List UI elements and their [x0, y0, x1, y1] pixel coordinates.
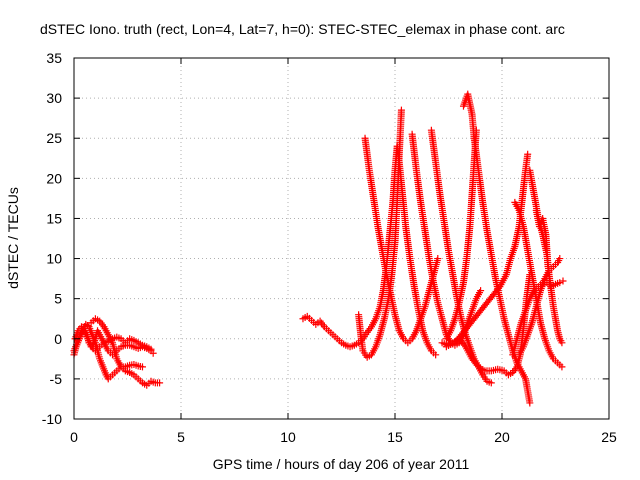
y-tick-label-8: 30 [46, 90, 62, 106]
data-point [526, 399, 534, 407]
y-tick-label-9: 35 [46, 50, 62, 66]
y-tick-label-3: 5 [54, 291, 62, 307]
series-10 [442, 126, 480, 343]
y-axis-label: dSTEC / TECUs [5, 187, 21, 289]
x-axis-label: GPS time / hours of day 206 of year 2011 [213, 456, 470, 472]
data-point [147, 345, 155, 353]
series-5 [355, 106, 405, 361]
y-tick-label-1: -5 [50, 371, 63, 387]
axis-ticks [73, 57, 610, 420]
x-tick-label-4: 20 [494, 429, 510, 445]
data-points [70, 90, 567, 407]
x-tick-labels: 0 5 10 15 20 25 [70, 429, 617, 445]
data-point [487, 379, 495, 387]
data-point [472, 126, 480, 134]
x-tick-label-1: 5 [177, 429, 185, 445]
y-tick-labels: -10 -5 0 5 10 15 20 25 30 35 [42, 50, 62, 427]
data-point [524, 150, 532, 158]
data-point [156, 379, 164, 387]
data-point [460, 341, 468, 349]
data-point [473, 361, 481, 369]
data-point [149, 349, 157, 357]
series-2 [71, 323, 155, 355]
y-tick-label-7: 25 [46, 130, 62, 146]
plot-frame [73, 57, 610, 420]
series-15 [509, 277, 567, 359]
data-point [558, 363, 566, 371]
data-point [477, 287, 485, 295]
data-point [434, 255, 442, 263]
chart-title: dSTEC Iono. truth (rect, Lon=4, Lat=7, h… [40, 21, 565, 37]
data-point [559, 277, 567, 285]
y-tick-label-2: 0 [54, 331, 62, 347]
y-tick-label-5: 15 [46, 210, 62, 226]
data-point [558, 339, 566, 347]
data-point [495, 284, 503, 292]
data-point [138, 363, 146, 371]
series-3 [87, 315, 164, 389]
series-17 [532, 206, 552, 271]
data-point [556, 279, 564, 287]
data-point [556, 255, 564, 263]
x-tick-label-2: 10 [280, 429, 296, 445]
x-tick-label-5: 25 [601, 429, 617, 445]
y-tick-label-0: -10 [42, 411, 62, 427]
x-tick-label-3: 15 [387, 429, 403, 445]
data-point [432, 351, 440, 359]
x-tick-label-0: 0 [70, 429, 78, 445]
data-point [544, 263, 552, 271]
y-tick-label-4: 10 [46, 251, 62, 267]
y-tick-label-6: 20 [46, 170, 62, 186]
series-16 [515, 255, 564, 359]
data-point [397, 106, 405, 114]
